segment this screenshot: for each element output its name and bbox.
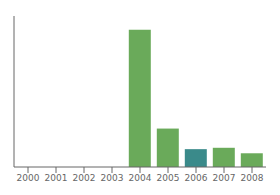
svg-text:2006: 2006: [185, 173, 208, 183]
svg-text:2004: 2004: [129, 173, 152, 183]
svg-text:2008: 2008: [241, 173, 264, 183]
svg-text:2002: 2002: [73, 173, 96, 183]
svg-text:2003: 2003: [101, 173, 124, 183]
svg-text:2001: 2001: [45, 173, 68, 183]
svg-text:2000: 2000: [17, 173, 40, 183]
svg-text:2005: 2005: [157, 173, 180, 183]
svg-text:2007: 2007: [213, 173, 236, 183]
